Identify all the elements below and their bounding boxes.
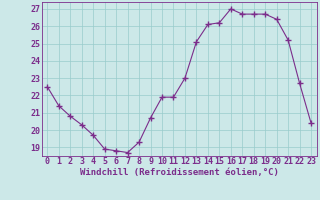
X-axis label: Windchill (Refroidissement éolien,°C): Windchill (Refroidissement éolien,°C) — [80, 168, 279, 177]
